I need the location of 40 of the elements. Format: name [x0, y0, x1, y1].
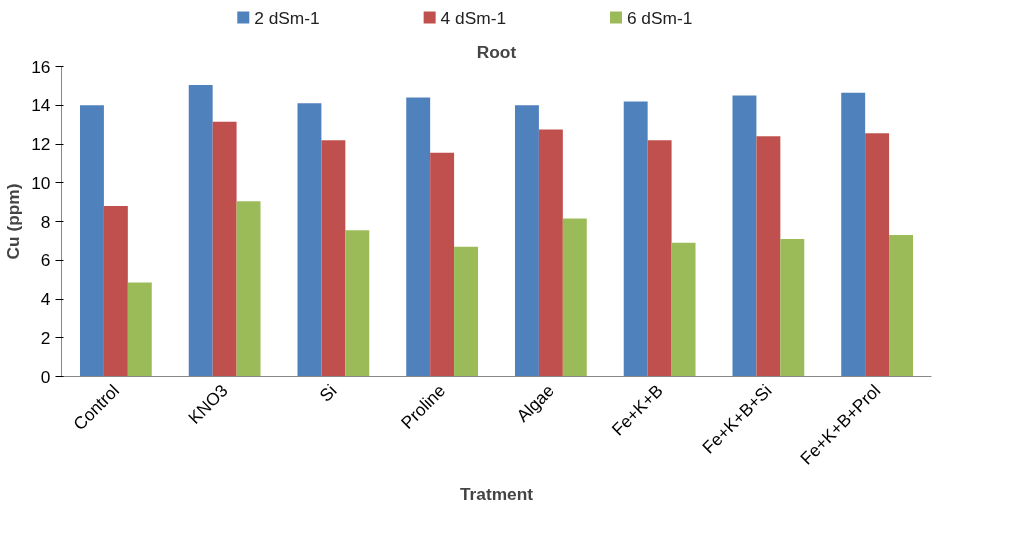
bar — [297, 103, 322, 377]
bar — [647, 140, 672, 377]
legend-label: 6 dSm-1 — [626, 7, 693, 28]
x-tick-label: Si — [315, 380, 341, 406]
bar — [562, 218, 587, 377]
y-tick-label: 6 — [40, 250, 51, 271]
bar — [732, 95, 757, 377]
legend-label: 4 dSm-1 — [440, 7, 507, 28]
x-axis-title: Tratment — [459, 483, 534, 504]
bar — [623, 101, 648, 377]
bar — [79, 105, 104, 377]
y-tick-label: 10 — [31, 172, 51, 193]
bar — [756, 136, 781, 377]
y-tick-label: 4 — [40, 289, 51, 309]
bar — [127, 282, 152, 377]
y-tick-label: 16 — [31, 56, 51, 77]
bar — [889, 235, 914, 377]
bar — [780, 238, 805, 377]
y-tick-label: 0 — [40, 366, 51, 387]
legend-label: 2 dSm-1 — [254, 7, 320, 28]
bar — [538, 129, 563, 377]
bar — [430, 152, 455, 377]
bar — [345, 230, 370, 377]
bar — [236, 201, 261, 377]
bar — [841, 92, 866, 377]
y-tick-label: 2 — [40, 327, 51, 348]
bar — [514, 105, 539, 377]
bar — [454, 246, 479, 377]
y-tick-label: 14 — [31, 95, 51, 116]
y-axis-title: Cu (ppm) — [3, 183, 24, 260]
bar — [321, 140, 346, 377]
chart-title: Root — [476, 41, 517, 62]
bar — [671, 242, 696, 377]
y-tick-label: 12 — [31, 134, 51, 154]
bar — [103, 206, 128, 377]
bar — [406, 97, 431, 377]
bar — [212, 121, 237, 377]
bar — [865, 133, 890, 377]
bar — [188, 84, 213, 377]
y-tick-label: 8 — [40, 211, 51, 232]
